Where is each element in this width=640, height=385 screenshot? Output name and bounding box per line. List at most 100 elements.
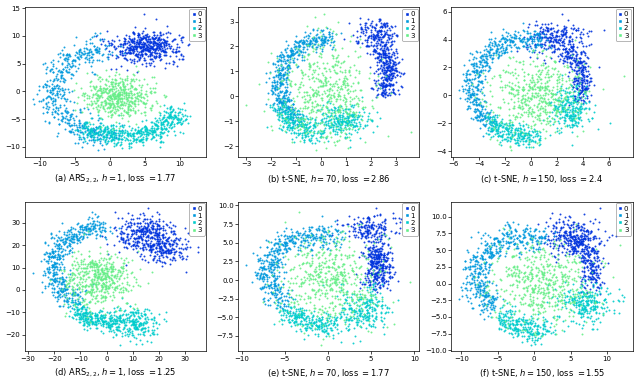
Point <box>513 318 524 324</box>
Point <box>42 82 52 88</box>
Point <box>532 78 543 84</box>
Point <box>460 96 470 102</box>
Point <box>109 77 120 83</box>
Point <box>474 59 484 65</box>
Point <box>319 65 330 71</box>
Point <box>332 326 342 332</box>
Point <box>106 272 116 278</box>
Point <box>599 263 609 269</box>
Point <box>82 125 92 131</box>
Point <box>138 129 148 135</box>
Point <box>367 103 378 109</box>
Point <box>376 23 387 30</box>
Point <box>384 270 394 276</box>
Point <box>77 315 87 321</box>
Point <box>550 59 560 65</box>
Point <box>369 24 380 30</box>
Point <box>479 260 489 266</box>
Point <box>109 42 119 49</box>
Point <box>378 20 388 26</box>
Point <box>470 263 481 270</box>
Point <box>534 282 544 288</box>
Point <box>45 281 56 287</box>
Point <box>326 33 337 39</box>
Point <box>541 263 552 270</box>
Point <box>58 288 68 294</box>
Point <box>124 35 134 42</box>
Point <box>569 67 579 73</box>
Point <box>60 238 70 244</box>
Point <box>490 124 500 130</box>
Point <box>588 307 598 313</box>
Point <box>378 79 388 85</box>
Point <box>98 271 108 277</box>
Point <box>276 297 287 303</box>
Point <box>62 55 72 62</box>
Point <box>579 74 589 80</box>
Point <box>321 25 332 31</box>
Point <box>271 261 282 267</box>
Point <box>371 316 381 323</box>
Point <box>131 335 141 341</box>
Point <box>316 235 326 241</box>
Point <box>377 39 387 45</box>
Point <box>482 307 492 313</box>
Point <box>378 226 388 232</box>
Point <box>336 126 346 132</box>
Point <box>288 265 298 271</box>
Point <box>379 280 389 286</box>
Point <box>133 238 143 244</box>
Point <box>273 114 284 120</box>
Point <box>73 237 83 243</box>
Point <box>372 80 383 86</box>
Point <box>155 117 165 124</box>
Point <box>588 247 598 253</box>
Point <box>527 137 537 143</box>
Point <box>376 82 386 88</box>
Point <box>372 91 383 97</box>
Point <box>287 125 297 131</box>
Point <box>538 30 548 36</box>
Point <box>299 89 309 95</box>
Point <box>384 35 394 41</box>
Legend: 0, 1, 2, 3: 0, 1, 2, 3 <box>616 203 631 236</box>
Point <box>371 314 381 320</box>
Point <box>582 257 592 263</box>
Point <box>56 117 66 123</box>
Point <box>73 94 83 100</box>
Point <box>554 243 564 249</box>
Point <box>534 136 544 142</box>
Point <box>104 285 114 291</box>
Point <box>561 95 571 102</box>
Point <box>113 91 123 97</box>
Point <box>45 68 55 74</box>
Point <box>320 270 330 276</box>
Point <box>140 220 150 226</box>
Point <box>367 24 378 30</box>
Point <box>575 90 586 96</box>
Point <box>331 276 341 282</box>
Point <box>142 227 152 233</box>
Point <box>114 127 124 133</box>
Point <box>77 229 88 235</box>
Point <box>270 276 280 283</box>
Point <box>369 256 379 263</box>
Point <box>170 132 180 138</box>
Point <box>515 136 525 142</box>
Point <box>369 48 379 54</box>
Point <box>283 94 293 100</box>
Point <box>569 117 579 124</box>
Point <box>88 124 98 131</box>
Point <box>363 302 373 308</box>
Point <box>572 77 582 84</box>
Point <box>571 33 581 40</box>
Point <box>550 327 560 333</box>
Point <box>139 41 149 47</box>
Point <box>152 32 162 38</box>
Point <box>469 68 479 74</box>
Point <box>84 131 95 137</box>
Point <box>303 41 314 47</box>
Point <box>113 136 123 142</box>
Point <box>115 312 125 318</box>
Point <box>326 134 337 140</box>
